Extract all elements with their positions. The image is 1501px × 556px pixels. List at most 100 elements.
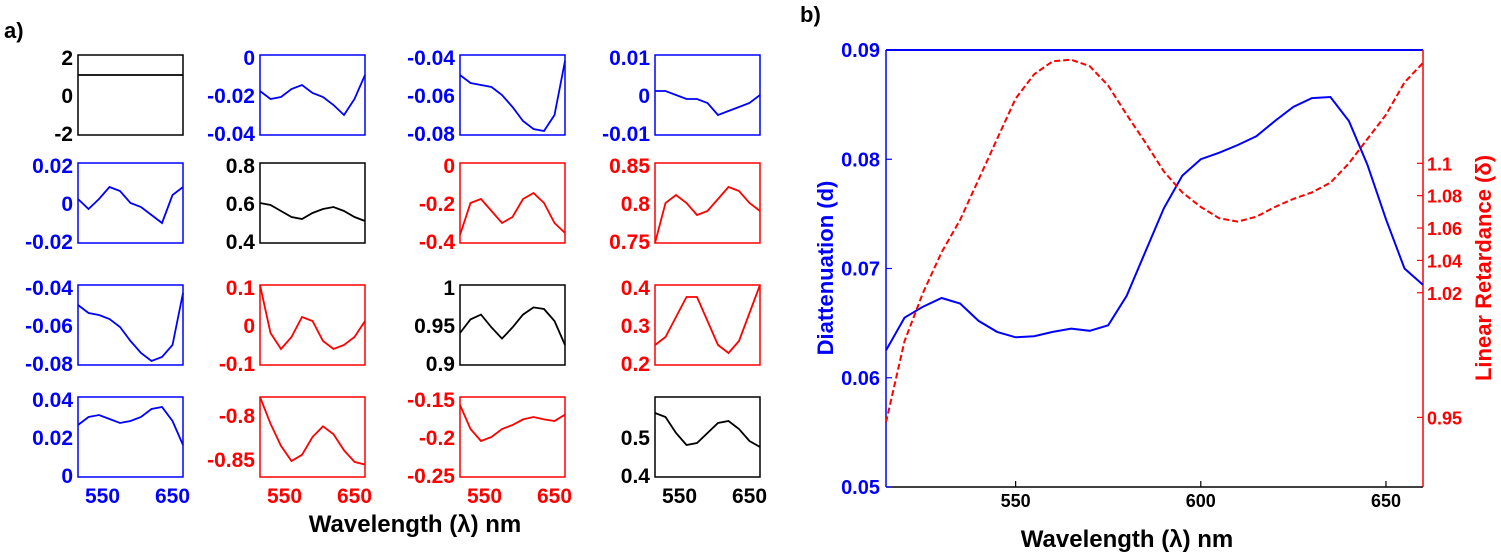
subplot-m34-ytick-2: 0.2 bbox=[621, 353, 650, 376]
panel-b-yleft-tick-1: 0.06 bbox=[841, 368, 880, 390]
panel-b-yleft-tick-0: 0.05 bbox=[841, 477, 880, 499]
subplot-m44-xtick-1: 650 bbox=[732, 485, 767, 508]
subplot-m31-ytick-0: -0.04 bbox=[25, 277, 73, 300]
subplot-m21-ytick-1: 0 bbox=[61, 193, 73, 216]
panel-b-xtick-0: 550 bbox=[1001, 491, 1031, 511]
subplot-m11-ytick-0: 2 bbox=[61, 47, 73, 70]
subplot-m43-ytick-0: -0.15 bbox=[407, 389, 455, 412]
subplot-m23-ytick-1: -0.2 bbox=[419, 193, 455, 216]
subplot-m14-curve bbox=[655, 90, 761, 117]
subplot-m23-curve bbox=[459, 191, 566, 236]
subplot-m43-ytick-2: -0.25 bbox=[407, 465, 455, 488]
subplot-m42-curve bbox=[259, 396, 366, 466]
subplot-m44-xtick-0: 550 bbox=[662, 485, 697, 508]
panel-b-yright-tick-1: 1.02 bbox=[1427, 284, 1462, 304]
subplot-m33-curve bbox=[459, 306, 566, 346]
subplot-m24-curve bbox=[654, 185, 761, 244]
subplot-m43-ytick-1: -0.2 bbox=[419, 427, 455, 450]
subplot-m41-xtick-0: 550 bbox=[85, 485, 120, 508]
subplot-m34-ytick-0: 0.4 bbox=[621, 277, 651, 300]
subplot-m22-curve bbox=[259, 202, 366, 222]
subplot-m31-frame bbox=[77, 284, 184, 366]
panel-b-xtick-2: 650 bbox=[1371, 491, 1401, 511]
subplot-m42-frame bbox=[259, 396, 366, 478]
subplot-m23-ytick-2: -0.4 bbox=[419, 231, 456, 254]
subplot-m12-curve bbox=[259, 74, 366, 117]
subplot-m11-ytick-1: 0 bbox=[61, 85, 73, 108]
subplot-m33-ytick-0: 1 bbox=[443, 277, 455, 300]
panel-b-label: b) bbox=[800, 2, 821, 27]
subplot-m41-curve bbox=[77, 406, 184, 446]
subplot-m13-ytick-1: -0.06 bbox=[407, 85, 455, 108]
subplot-m14-frame bbox=[654, 54, 761, 136]
subplot-m41-ytick-1: 0.02 bbox=[32, 427, 73, 450]
panel-b-ylabel-right: Linear Retardance (δ) bbox=[1471, 155, 1496, 381]
subplot-m23-frame bbox=[459, 162, 566, 244]
subplot-m13-frame bbox=[459, 54, 566, 136]
subplot-m21-ytick-0: 0.02 bbox=[32, 155, 73, 178]
subplot-m42-xtick-0: 550 bbox=[267, 485, 302, 508]
subplot-m34-ytick-1: 0.3 bbox=[621, 315, 650, 338]
subplot-m44-frame bbox=[654, 396, 761, 478]
panel-b-yright-tick-3: 1.06 bbox=[1427, 219, 1462, 239]
subplot-m24-ytick-1: 0.8 bbox=[621, 193, 651, 216]
subplot-m43-frame bbox=[459, 396, 566, 478]
subplot-m13-curve bbox=[459, 60, 566, 132]
panel-a-xlabel: Wavelength (λ) nm bbox=[309, 511, 521, 538]
subplot-m44-ytick-0: 0.5 bbox=[621, 427, 651, 450]
subplot-m32-ytick-1: 0 bbox=[243, 315, 255, 338]
subplot-m32-ytick-2: -0.1 bbox=[219, 353, 256, 376]
subplot-m23-ytick-0: 0 bbox=[443, 155, 455, 178]
subplot-m11-ytick-2: -2 bbox=[54, 123, 73, 146]
panel-b-retardance-line bbox=[885, 58, 1424, 423]
subplot-m31-ytick-2: -0.08 bbox=[25, 353, 73, 376]
panel-b-yright-tick-0: 0.95 bbox=[1427, 408, 1462, 428]
subplot-m43-curve bbox=[459, 404, 566, 443]
subplot-m14-ytick-0: 0.01 bbox=[609, 47, 650, 70]
subplot-m14-ytick-1: 0 bbox=[638, 85, 650, 108]
subplot-m12-ytick-2: -0.04 bbox=[207, 123, 255, 146]
panel-b-yright-tick-2: 1.04 bbox=[1427, 251, 1462, 271]
subplot-m12-ytick-1: -0.02 bbox=[207, 85, 255, 108]
subplot-m21-frame bbox=[77, 162, 184, 244]
subplot-m31-curve bbox=[77, 292, 184, 363]
subplot-m41-frame bbox=[77, 396, 184, 478]
panel-b-yleft-tick-2: 0.07 bbox=[841, 259, 880, 281]
subplot-m44-curve bbox=[654, 412, 761, 448]
subplot-m11-frame bbox=[77, 54, 184, 136]
subplot-m22-ytick-0: 0.8 bbox=[226, 155, 256, 178]
subplot-m24-ytick-2: 0.75 bbox=[609, 231, 650, 254]
subplot-m12-frame bbox=[259, 54, 366, 136]
subplot-m42-xtick-1: 650 bbox=[337, 485, 372, 508]
subplot-m43-xtick-1: 650 bbox=[537, 485, 572, 508]
subplot-m13-ytick-2: -0.08 bbox=[407, 123, 455, 146]
subplot-m41-ytick-0: 0.04 bbox=[32, 389, 73, 412]
subplot-m42-ytick-0: -0.8 bbox=[219, 405, 256, 428]
panel-b-diattenuation-line bbox=[885, 95, 1424, 351]
subplot-m34-frame bbox=[654, 284, 761, 366]
subplot-m12-ytick-0: 0 bbox=[243, 47, 255, 70]
subplot-m33-frame bbox=[459, 284, 566, 366]
subplot-m22-ytick-1: 0.6 bbox=[226, 193, 255, 216]
panel-b-yleft-tick-4: 0.09 bbox=[841, 40, 880, 62]
panel-b-ylabel-left: Diattenuation (d) bbox=[813, 181, 838, 356]
subplot-m31-ytick-1: -0.06 bbox=[25, 315, 73, 338]
subplot-m22-ytick-2: 0.4 bbox=[226, 231, 256, 254]
subplot-m41-xtick-1: 650 bbox=[155, 485, 190, 508]
panel-b-xtick-1: 600 bbox=[1186, 491, 1216, 511]
subplot-m21-ytick-2: -0.02 bbox=[25, 231, 73, 254]
subplot-m42-ytick-1: -0.85 bbox=[207, 449, 255, 472]
subplot-m41-ytick-2: 0 bbox=[61, 465, 73, 488]
subplot-m13-ytick-0: -0.04 bbox=[407, 47, 455, 70]
panel-b-yright-tick-5: 1.1 bbox=[1427, 154, 1452, 174]
subplot-m32-ytick-0: 0.1 bbox=[226, 277, 256, 300]
plots-layer: 2 0 -2 0 -0.02 -0.04 -0.04 -0.06 -0.08 0.01 0 -0.01… bbox=[25, 40, 1462, 511]
panel-b-yright-tick-4: 1.08 bbox=[1427, 187, 1462, 207]
panel-b-xlabel: Wavelength (λ) nm bbox=[1021, 526, 1233, 553]
subplot-m44-ytick-1: 0.4 bbox=[621, 465, 651, 488]
panel-a-label: a) bbox=[4, 18, 24, 43]
subplot-m33-ytick-2: 0.9 bbox=[426, 353, 455, 376]
subplot-m24-frame bbox=[654, 162, 761, 244]
subplot-m21-curve bbox=[77, 185, 184, 225]
